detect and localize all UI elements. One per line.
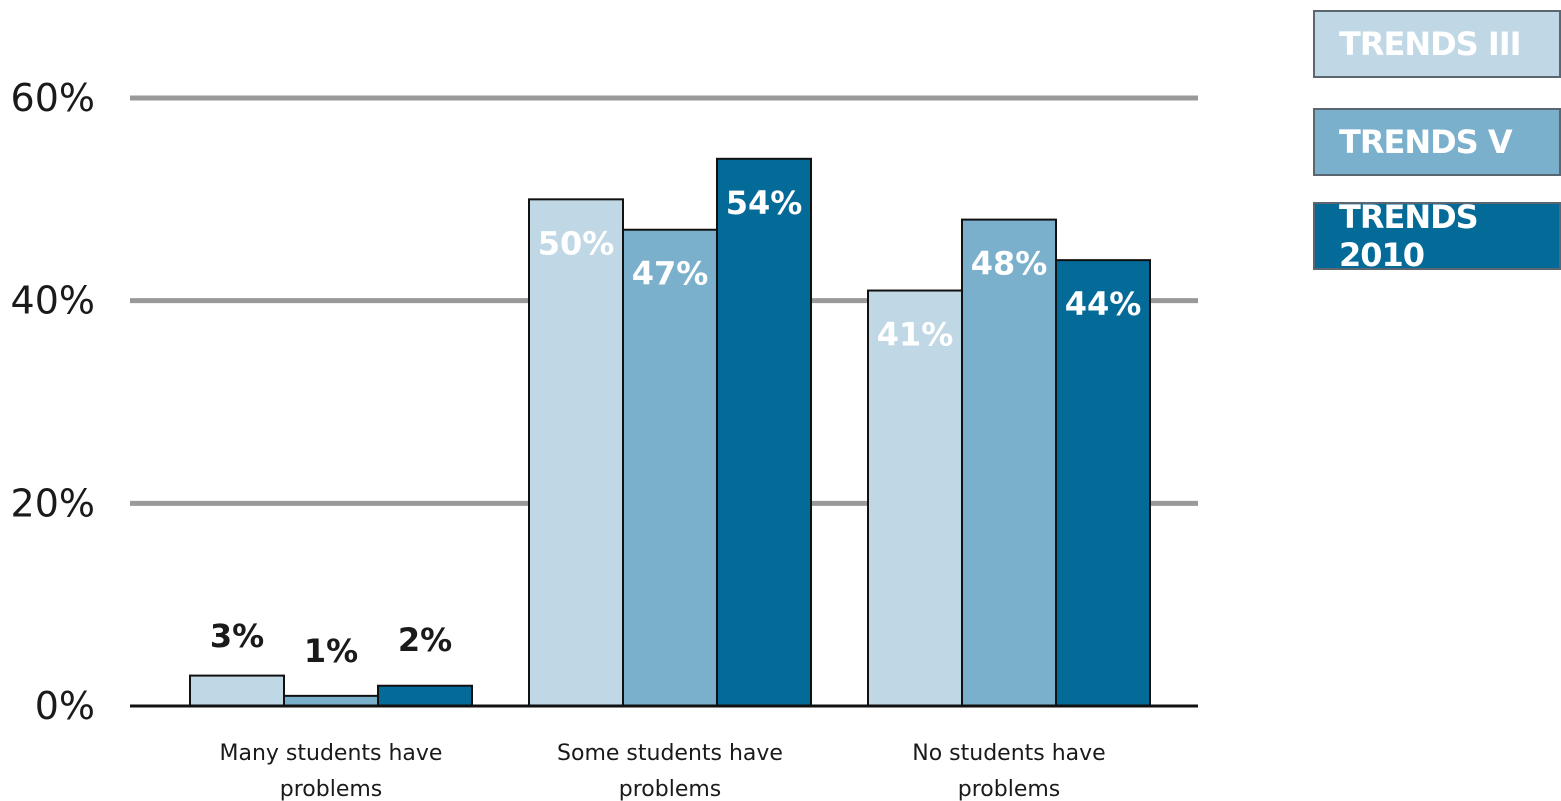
category-label: problems <box>958 777 1061 801</box>
bar <box>189 674 285 707</box>
data-label: 3% <box>210 617 264 655</box>
legend-item-trends-2010: TRENDS 2010 <box>1313 198 1561 274</box>
y-tick-label: 20% <box>11 481 95 525</box>
legend-label: TRENDS V <box>1339 123 1513 161</box>
data-label: 50% <box>538 224 615 262</box>
data-label: 44% <box>1065 285 1142 323</box>
category-label: problems <box>619 777 722 801</box>
data-label: 2% <box>398 621 452 659</box>
legend-label: TRENDS III <box>1339 25 1522 63</box>
bar <box>622 228 718 707</box>
y-tick-label: 60% <box>11 76 95 120</box>
bar <box>377 684 473 708</box>
bar <box>867 289 963 707</box>
category-label: problems <box>280 777 383 801</box>
data-label: 48% <box>971 245 1048 283</box>
data-label: 47% <box>632 255 709 293</box>
y-tick-label: 0% <box>35 684 95 728</box>
legend-item-trends-iii: TRENDS III <box>1313 10 1561 78</box>
data-labels: 3% 1% 2% 50% 47% 54% 41% 48% 44% <box>210 184 1141 670</box>
category-label: Many students have <box>220 741 443 766</box>
data-label: 54% <box>726 184 803 222</box>
bar <box>716 157 812 708</box>
legend-item-trends-v: TRENDS V <box>1313 108 1561 176</box>
data-label: 1% <box>304 632 358 670</box>
bars <box>130 157 1198 708</box>
bar <box>1055 259 1151 707</box>
category-label: Some students have <box>557 741 783 766</box>
category-label: No students have <box>912 741 1105 766</box>
bar <box>961 218 1057 707</box>
bar <box>528 198 624 707</box>
x-axis-categories: Many students have problems Some students … <box>220 741 1106 801</box>
legend-label: TRENDS 2010 <box>1339 198 1479 274</box>
y-tick-label: 40% <box>11 279 95 323</box>
data-label: 41% <box>877 316 954 354</box>
bar <box>283 694 379 707</box>
y-axis-ticks: 0% 20% 40% 60% <box>11 76 95 728</box>
